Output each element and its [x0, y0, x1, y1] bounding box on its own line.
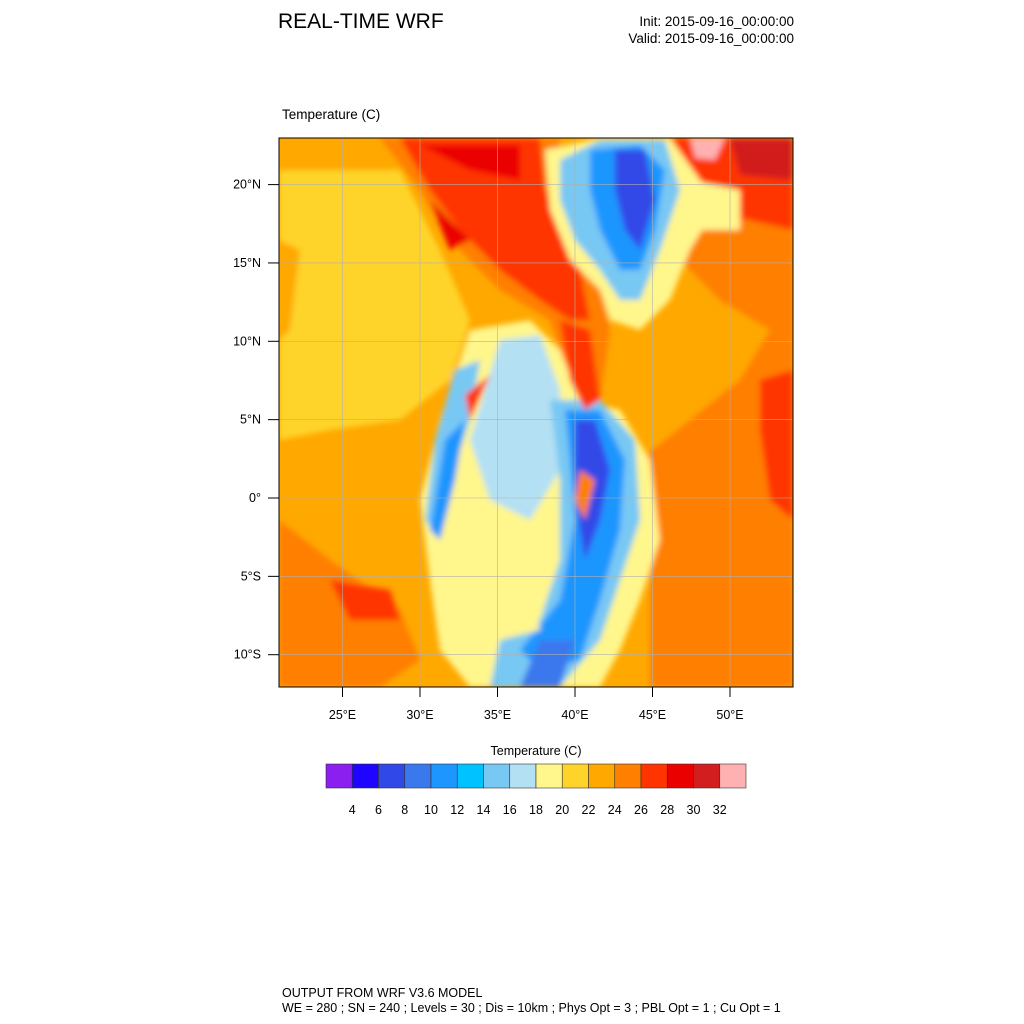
footer-config: WE = 280 ; SN = 240 ; Levels = 30 ; Dis …: [282, 1001, 781, 1015]
colorbar-swatch: [693, 763, 721, 789]
valid-time: Valid: 2015-09-16_00:00:00: [628, 31, 794, 46]
colorbar-swatch: [378, 763, 406, 789]
colorbar-swatch: [719, 763, 747, 789]
colorbar-swatch: [640, 763, 668, 789]
colorbar-label: 22: [582, 803, 596, 817]
lon-tick-label: 30°E: [406, 708, 433, 722]
colorbar-swatch: [561, 763, 589, 789]
colorbar-label: 18: [529, 803, 543, 817]
colorbar-label: 20: [555, 803, 569, 817]
colorbar-swatch: [666, 763, 694, 789]
lat-tick-label: 10°N: [233, 334, 261, 348]
plot-title: REAL-TIME WRF: [278, 10, 444, 33]
colorbar-label: 10: [424, 803, 438, 817]
field-label: Temperature (C): [282, 107, 381, 122]
lon-tick-label: 50°E: [716, 708, 743, 722]
colorbar-swatch: [456, 763, 484, 789]
colorbar-label: 16: [503, 803, 517, 817]
footer-model: OUTPUT FROM WRF V3.6 MODEL: [282, 986, 483, 1000]
colorbar-swatch: [351, 763, 379, 789]
map-frame: [278, 137, 794, 688]
colorbar-title: Temperature (C): [490, 744, 582, 758]
lat-tick-label: 15°N: [233, 256, 261, 270]
colorbar-swatch: [404, 763, 432, 789]
colorbar-swatch: [325, 763, 353, 789]
colorbar-swatch: [509, 763, 537, 789]
colorbar-label: 8: [401, 803, 408, 817]
colorbar-label: 24: [608, 803, 622, 817]
colorbar-label: 32: [713, 803, 727, 817]
colorbar-label: 4: [349, 803, 356, 817]
colorbar-swatch: [588, 763, 616, 789]
colorbar-label: 26: [634, 803, 648, 817]
lat-tick-label: 0°: [249, 491, 261, 505]
lon-tick-label: 35°E: [484, 708, 511, 722]
lat-tick-label: 5°S: [241, 569, 261, 583]
colorbar-label: 28: [660, 803, 674, 817]
colorbar-label: 6: [375, 803, 382, 817]
colorbar-swatch: [535, 763, 563, 789]
lon-tick-label: 45°E: [639, 708, 666, 722]
colorbar-label: 14: [477, 803, 491, 817]
lon-tick-label: 40°E: [561, 708, 588, 722]
colorbar-label: 12: [450, 803, 464, 817]
lat-tick-label: 20°N: [233, 178, 261, 192]
init-time: Init: 2015-09-16_00:00:00: [639, 14, 794, 29]
lon-tick-label: 25°E: [329, 708, 356, 722]
colorbar: 4 6 8 10 12 14 16 18 20 22 24 26 28 30 32: [325, 763, 747, 817]
lat-tick-label: 5°N: [240, 413, 261, 427]
colorbar-swatch: [614, 763, 642, 789]
temperature-field: [279, 138, 793, 687]
lat-tick-label: 10°S: [234, 648, 261, 662]
colorbar-swatch: [430, 763, 458, 789]
colorbar-label: 30: [687, 803, 701, 817]
colorbar-swatch: [483, 763, 511, 789]
